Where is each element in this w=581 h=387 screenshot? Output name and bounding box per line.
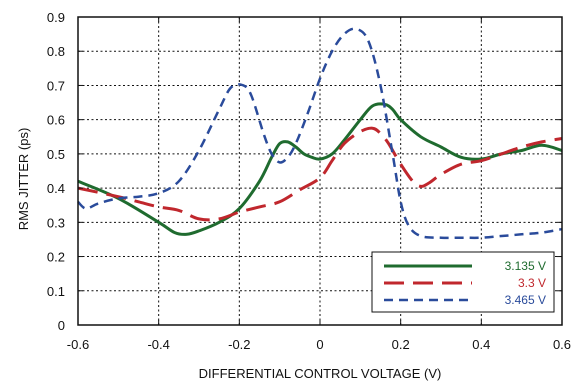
series-layer [77, 27, 563, 240]
y-tick-labels: 0 0.1 0.2 0.3 0.4 0.5 0.6 0.7 0.8 0.9 [47, 10, 65, 333]
series-line [77, 27, 563, 240]
y-tick-label: 0.6 [47, 113, 65, 128]
y-tick-label: 0.7 [47, 78, 65, 93]
tick-marks [77, 16, 563, 326]
x-tick-label: -0.2 [228, 337, 250, 352]
legend: 3.135 V 3.3 V 3.465 V [371, 251, 555, 313]
series-line [77, 102, 563, 236]
x-tick-label: 0 [316, 337, 323, 352]
legend-label: 3.465 V [505, 293, 546, 307]
series-line [77, 126, 563, 222]
legend-entries: 3.135 V 3.3 V 3.465 V [384, 259, 546, 307]
y-tick-label: 0.3 [47, 215, 65, 230]
y-tick-label: 0.9 [47, 10, 65, 25]
x-tick-label: 0.2 [392, 337, 410, 352]
y-tick-label: 0.1 [47, 284, 65, 299]
legend-label: 3.135 V [505, 259, 546, 273]
x-tick-labels: -0.6 -0.4 -0.2 0 0.2 0.4 0.6 [67, 337, 571, 352]
x-tick-label: -0.4 [147, 337, 169, 352]
y-tick-label: 0.2 [47, 250, 65, 265]
y-tick-label: 0.5 [47, 147, 65, 162]
y-tick-label: 0.8 [47, 44, 65, 59]
x-axis-title: DIFFERENTIAL CONTROL VOLTAGE (V) [199, 366, 442, 381]
x-tick-label: 0.6 [553, 337, 571, 352]
y-tick-label: 0.4 [47, 181, 65, 196]
x-tick-label: -0.6 [67, 337, 89, 352]
legend-label: 3.3 V [518, 276, 546, 290]
y-axis-title: RMS JITTER (ps) [16, 128, 31, 231]
x-tick-label: 0.4 [472, 337, 490, 352]
y-tick-label: 0 [58, 318, 65, 333]
